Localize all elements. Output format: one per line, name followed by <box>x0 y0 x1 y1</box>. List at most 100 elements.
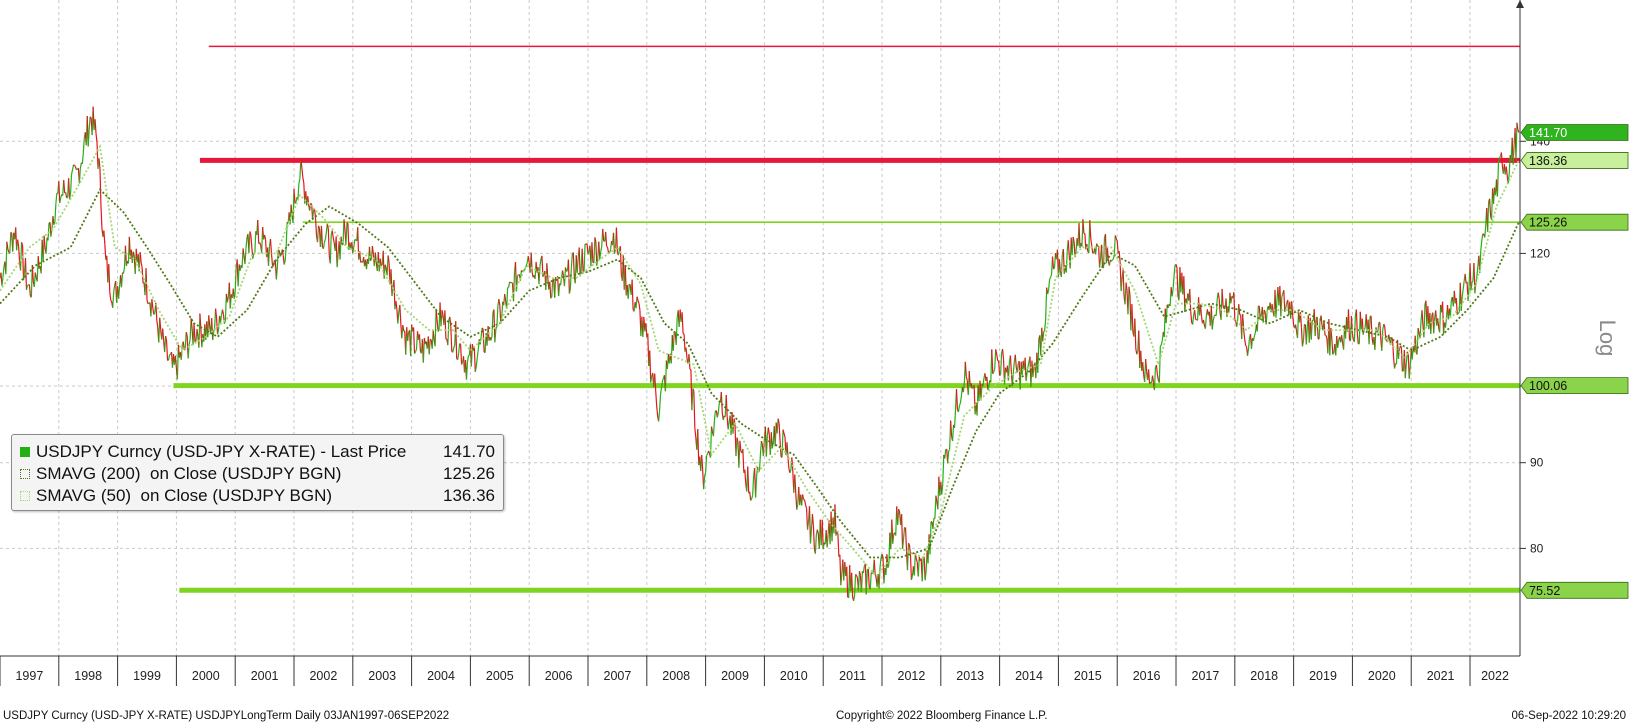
price-segment <box>193 323 196 343</box>
price-segment <box>369 258 372 262</box>
price-segment <box>999 374 1002 377</box>
price-segment <box>783 433 786 438</box>
price-segment <box>1192 314 1195 325</box>
price-segment <box>1134 318 1137 349</box>
x-tick-label: 2020 <box>1368 669 1396 683</box>
price-segment <box>987 385 990 391</box>
price-segment <box>846 566 849 598</box>
x-tick-label: 2009 <box>721 669 749 683</box>
price-segment <box>822 542 825 550</box>
price-segment <box>1037 338 1040 373</box>
price-segment <box>309 203 312 211</box>
price-segment <box>1003 367 1007 385</box>
price-segment <box>290 204 293 215</box>
price-segment <box>794 474 797 494</box>
price-segment <box>429 338 432 341</box>
price-segment <box>1391 339 1395 358</box>
price-segment <box>789 469 792 474</box>
price-segment <box>25 285 29 291</box>
price-segment <box>802 494 805 500</box>
price-segment <box>1330 327 1333 340</box>
price-segment <box>1071 236 1074 256</box>
price-segment <box>1051 256 1055 270</box>
price-segment <box>694 427 697 438</box>
price-segment <box>760 440 764 446</box>
price-segment <box>1222 305 1225 309</box>
price-segment <box>250 235 253 249</box>
price-segment <box>226 296 229 303</box>
price-segment <box>658 394 662 412</box>
price-segment <box>1116 241 1119 254</box>
price-segment <box>770 432 773 449</box>
price-segment <box>5 241 8 275</box>
price-segment <box>1236 318 1239 327</box>
price-segment <box>336 254 339 268</box>
price-segment <box>1173 264 1176 277</box>
legend-value: 136.36 <box>443 486 495 505</box>
price-segment <box>1294 324 1298 332</box>
price-segment <box>1158 346 1161 383</box>
value-tag-label: 100.06 <box>1529 379 1567 393</box>
price-segment <box>120 272 124 288</box>
price-segment <box>19 242 23 271</box>
price-segment <box>1385 338 1388 342</box>
price-segment <box>865 569 868 595</box>
price-segment <box>654 373 657 390</box>
price-segment <box>1497 157 1501 164</box>
price-segment <box>836 531 839 535</box>
price-segment <box>593 237 596 263</box>
y-axis-title: Log <box>1595 320 1620 357</box>
price-segment <box>470 344 473 367</box>
price-segment <box>410 324 413 356</box>
price-segment <box>387 255 390 263</box>
price-segment <box>407 331 410 342</box>
price-segment <box>1049 277 1052 280</box>
price-segment <box>688 354 691 370</box>
price-segment <box>1271 303 1274 312</box>
price-segment <box>1310 320 1313 340</box>
price-segment <box>692 388 695 392</box>
x-tick-label: 1999 <box>133 669 161 683</box>
legend-label: SMAVG (200) on Close (USDJPY BGN) <box>36 464 342 483</box>
price-segment <box>332 237 335 243</box>
price-segment <box>948 449 951 452</box>
price-segment <box>908 544 912 555</box>
price-segment <box>384 264 387 269</box>
price-segment <box>269 238 273 254</box>
price-segment <box>550 296 553 299</box>
price-segment <box>934 495 937 519</box>
legend-item-sma50: SMAVG (50) on Close (USDJPY BGN) 136.36 <box>20 485 495 507</box>
price-segment <box>754 476 758 498</box>
price-segment <box>879 557 882 567</box>
price-segment <box>1114 235 1117 239</box>
price-segment <box>1247 337 1251 349</box>
price-segment <box>1473 262 1476 294</box>
value-tag <box>1520 213 1629 231</box>
price-segment <box>185 331 188 337</box>
price-segment <box>1462 281 1465 290</box>
price-segment <box>1165 304 1168 324</box>
price-segment <box>460 344 463 365</box>
price-segment <box>55 193 58 205</box>
price-segment <box>395 300 398 310</box>
price-segment <box>1111 258 1114 261</box>
price-segment <box>188 339 191 345</box>
price-segment <box>162 328 165 341</box>
legend-value: 125.26 <box>443 464 495 483</box>
price-segment <box>736 437 739 443</box>
price-segment <box>1142 362 1145 375</box>
price-segment <box>834 504 837 536</box>
price-segment <box>1433 316 1436 334</box>
price-segment <box>691 388 694 411</box>
x-tick-label: 2015 <box>1074 669 1102 683</box>
price-segment <box>196 328 199 337</box>
price-segment <box>1160 340 1163 346</box>
price-segment <box>1500 152 1503 166</box>
price-segment <box>693 391 696 428</box>
price-segment <box>619 246 622 275</box>
price-segment <box>512 271 516 302</box>
price-segment <box>219 315 223 323</box>
price-segment <box>516 274 519 277</box>
price-segment <box>314 218 318 236</box>
price-segment <box>1470 282 1473 291</box>
